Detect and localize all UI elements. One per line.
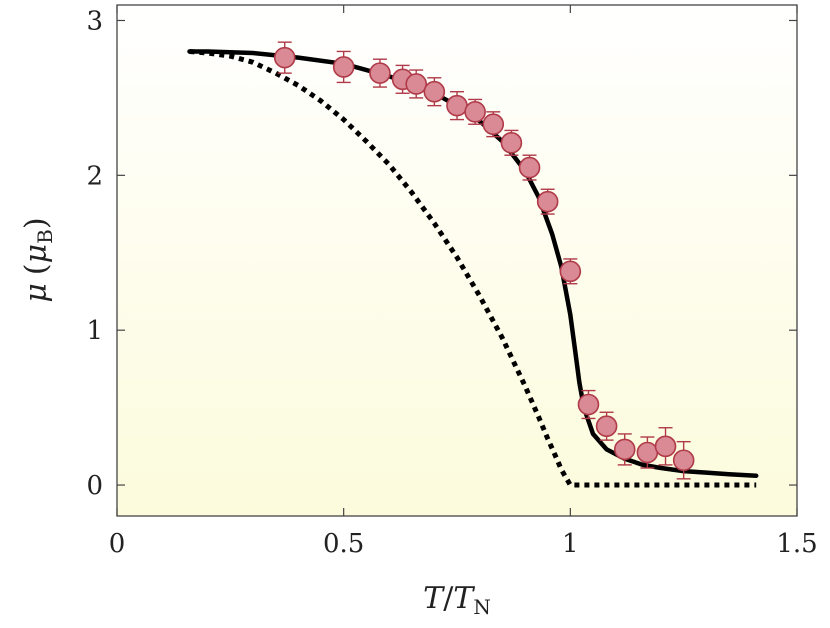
x-tick-label: 1.5 [776,529,817,559]
data-marker [273,46,296,69]
data-point [423,77,446,107]
data-marker [672,449,695,472]
data-point [405,69,428,99]
data-marker [559,260,582,283]
data-point [369,58,391,88]
x-axis-label: T/TN [423,581,491,619]
data-point [636,436,659,469]
data-point [273,41,296,74]
data-marker [482,113,505,136]
data-marker [654,435,677,458]
data-marker [500,132,523,154]
data-marker [595,415,618,437]
data-point [500,129,523,156]
data-point [518,154,541,181]
data-marker [636,441,659,464]
data-point [559,258,582,285]
y-tick-label: 1 [86,316,103,346]
y-tick-label: 3 [86,6,103,36]
data-point [577,389,600,420]
data-marker [518,156,541,179]
plot-frame [116,4,798,517]
data-marker [405,73,428,95]
data-point [482,111,505,138]
data-marker [536,190,559,213]
data-marker [332,56,355,78]
data-point [595,411,618,441]
data-marker [613,438,636,461]
points-layer [273,41,695,480]
data-marker [369,62,391,84]
y-tick-label: 2 [86,161,103,191]
ticks-layer: 0 0.5 1 1.5 0 1 2 3 [86,5,818,559]
data-point [654,427,677,466]
y-tick-label: 0 [86,471,103,501]
data-point [464,98,486,125]
data-marker [577,393,600,416]
x-tick-label: 0 [109,529,126,559]
data-marker [423,80,446,103]
data-marker [464,101,486,123]
data-point [536,188,559,215]
x-tick-label: 0.5 [323,529,364,559]
data-point [332,50,355,84]
data-point [672,440,695,480]
data-marker [446,94,468,117]
data-point [613,433,636,466]
y-axis-label: μ(μB) [19,217,57,302]
x-tick-label: 1 [562,529,579,559]
